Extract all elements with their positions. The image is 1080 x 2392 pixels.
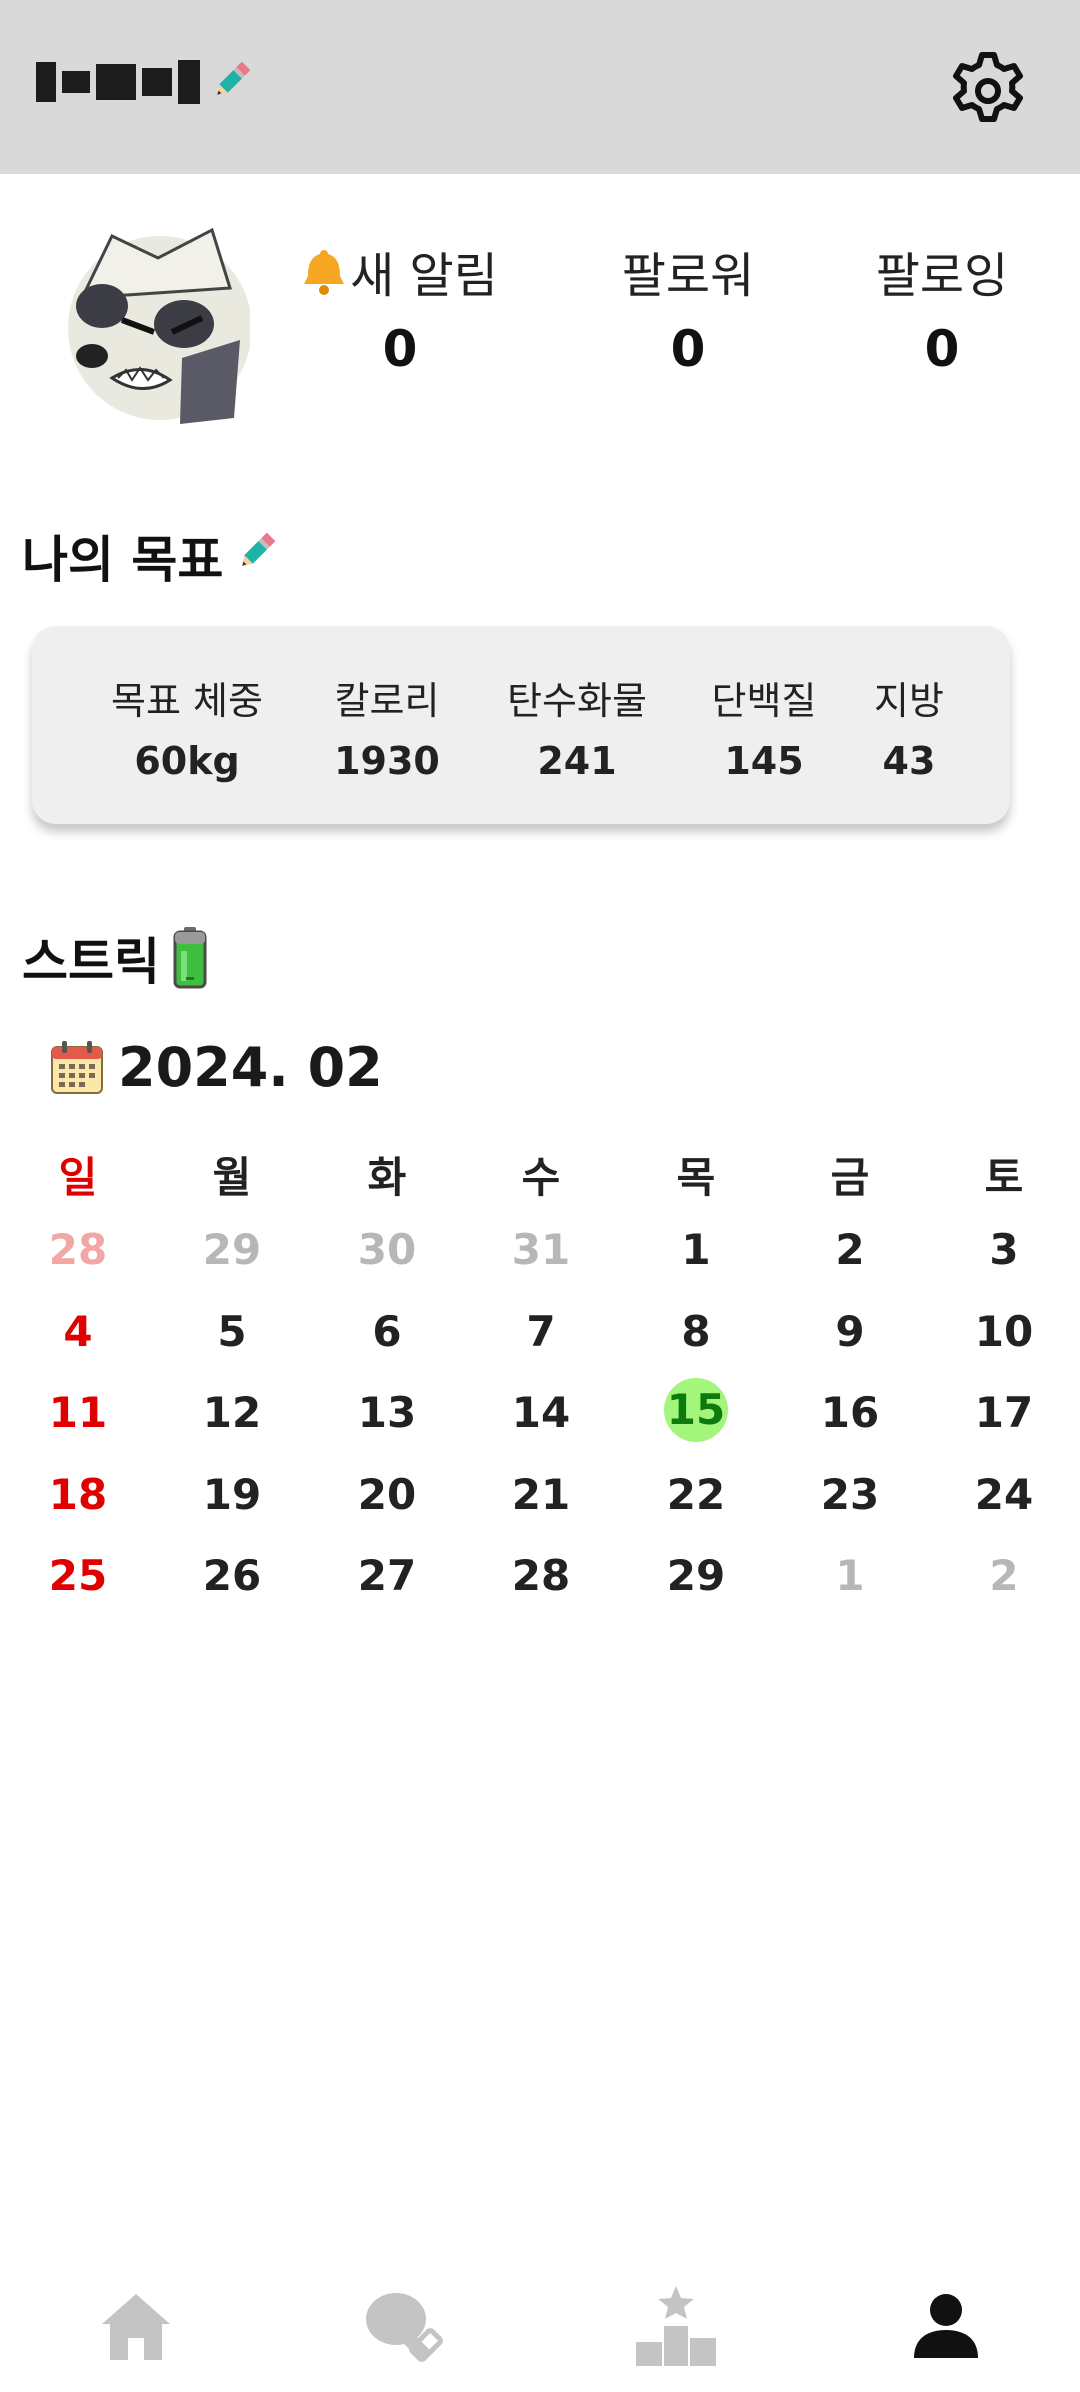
goal-carbs: 탄수화물 241 <box>482 670 672 783</box>
calendar-day[interactable]: 29 <box>202 1225 262 1274</box>
weekday-fri: 금 <box>830 1153 870 1202</box>
calendar-day[interactable]: 11 <box>48 1388 108 1437</box>
edit-goals-pencil-icon[interactable] <box>235 527 279 585</box>
settings-button[interactable] <box>944 47 1032 135</box>
calendar-day[interactable]: 2 <box>989 1551 1019 1600</box>
calendar-day[interactable]: 20 <box>357 1470 417 1519</box>
nav-ranking-button[interactable] <box>616 2276 736 2376</box>
goal-label: 탄수화물 <box>507 679 647 723</box>
calendar-month[interactable]: 2024. 02 <box>118 1036 383 1099</box>
calendar-day[interactable]: 9 <box>835 1307 865 1356</box>
calendar-icon <box>51 1040 103 1094</box>
notifications-count: 0 <box>382 320 418 378</box>
stat-followers[interactable]: 팔로워 0 <box>588 236 788 378</box>
calendar-day[interactable]: 16 <box>820 1388 880 1437</box>
goal-fat: 지방 43 <box>854 670 964 783</box>
goal-weight: 목표 체중 60kg <box>92 670 282 783</box>
nickname-area[interactable] <box>36 58 254 106</box>
ranking-icon <box>636 2286 716 2366</box>
meal-icon <box>366 2293 443 2362</box>
calendar-day[interactable]: 1 <box>681 1225 711 1274</box>
calendar-day[interactable]: 18 <box>48 1470 108 1519</box>
goal-calories: 칼로리 1930 <box>312 670 462 783</box>
weekday-tue: 화 <box>367 1153 407 1202</box>
calendar-day[interactable]: 26 <box>202 1551 262 1600</box>
calendar-day[interactable]: 12 <box>202 1388 262 1437</box>
weekday-mon: 월 <box>212 1153 252 1202</box>
nav-profile-button[interactable] <box>886 2276 1006 2376</box>
following-count: 0 <box>924 320 960 378</box>
profile-icon <box>914 2294 978 2358</box>
home-icon <box>102 2294 170 2360</box>
battery-icon <box>173 927 207 989</box>
goal-value: 1930 <box>334 739 440 783</box>
stat-following[interactable]: 팔로잉 0 <box>842 236 1042 378</box>
goals-title: 나의 목표 <box>22 531 224 589</box>
calendar-day[interactable]: 31 <box>511 1225 571 1274</box>
calendar-day[interactable]: 25 <box>48 1551 108 1600</box>
nav-meal-button[interactable] <box>344 2276 464 2376</box>
weekday-sun: 일 <box>58 1153 98 1202</box>
today-highlight: 15 <box>664 1378 728 1442</box>
stat-label: 새 알림 <box>290 236 510 306</box>
calendar-day[interactable]: 4 <box>63 1307 93 1356</box>
weekday-wed: 수 <box>521 1153 561 1202</box>
goal-protein: 단백질 145 <box>684 670 844 783</box>
nav-home-button[interactable] <box>76 2276 196 2376</box>
calendar-day[interactable]: 27 <box>357 1551 417 1600</box>
stat-notifications[interactable]: 새 알림 0 <box>290 236 510 378</box>
calendar-day[interactable]: 6 <box>372 1307 402 1356</box>
calendar-day[interactable]: 13 <box>357 1388 417 1437</box>
pencil-icon[interactable] <box>210 58 254 106</box>
calendar-day[interactable]: 5 <box>217 1307 247 1356</box>
bottom-navigation <box>0 2270 1080 2392</box>
calendar-day[interactable]: 14 <box>511 1388 571 1437</box>
gear-icon <box>953 52 1023 122</box>
calendar-day[interactable]: 8 <box>681 1307 711 1356</box>
calendar-day-today[interactable]: 15 <box>636 1378 756 1442</box>
calendar-day[interactable]: 3 <box>989 1225 1019 1274</box>
bell-icon <box>304 250 345 295</box>
goal-value: 145 <box>724 739 804 783</box>
streak-section-title: 스트릭 <box>22 922 208 994</box>
goal-value: 60kg <box>134 739 240 783</box>
calendar-day[interactable]: 24 <box>974 1470 1034 1519</box>
goal-label: 지방 <box>874 679 944 723</box>
goal-label: 목표 체중 <box>111 679 263 723</box>
calendar-day[interactable]: 28 <box>48 1225 108 1274</box>
calendar-day[interactable]: 21 <box>511 1470 571 1519</box>
calendar-day[interactable]: 29 <box>666 1551 726 1600</box>
weekday-sat: 토 <box>984 1153 1024 1202</box>
goal-label: 칼로리 <box>334 679 440 723</box>
following-label: 팔로잉 <box>875 248 1009 304</box>
calendar-day[interactable]: 23 <box>820 1470 880 1519</box>
notifications-label: 새 알림 <box>350 248 498 304</box>
calendar-day[interactable]: 7 <box>526 1307 556 1356</box>
calendar-day[interactable]: 17 <box>974 1388 1034 1437</box>
followers-count: 0 <box>670 320 706 378</box>
avatar[interactable] <box>62 227 252 424</box>
calendar-day[interactable]: 19 <box>202 1470 262 1519</box>
goals-card: 목표 체중 60kg 칼로리 1930 탄수화물 241 단백질 145 지방 … <box>32 626 1010 824</box>
calendar-day[interactable]: 28 <box>511 1551 571 1600</box>
top-bar <box>0 0 1080 174</box>
goal-value: 43 <box>882 739 936 783</box>
calendar-header: 2024. 02 <box>50 1036 383 1099</box>
weekday-thu: 목 <box>676 1153 716 1202</box>
goals-section-title: 나의 목표 <box>22 520 279 592</box>
calendar-day[interactable]: 30 <box>357 1225 417 1274</box>
obscured-nickname <box>36 60 200 104</box>
followers-label: 팔로워 <box>621 248 755 304</box>
calendar-day[interactable]: 2 <box>835 1225 865 1274</box>
calendar-day[interactable]: 10 <box>974 1307 1034 1356</box>
calendar-day[interactable]: 1 <box>835 1551 865 1600</box>
goal-label: 단백질 <box>711 679 817 723</box>
goal-value: 241 <box>537 739 617 783</box>
streak-title: 스트릭 <box>22 933 160 991</box>
calendar-day[interactable]: 22 <box>666 1470 726 1519</box>
